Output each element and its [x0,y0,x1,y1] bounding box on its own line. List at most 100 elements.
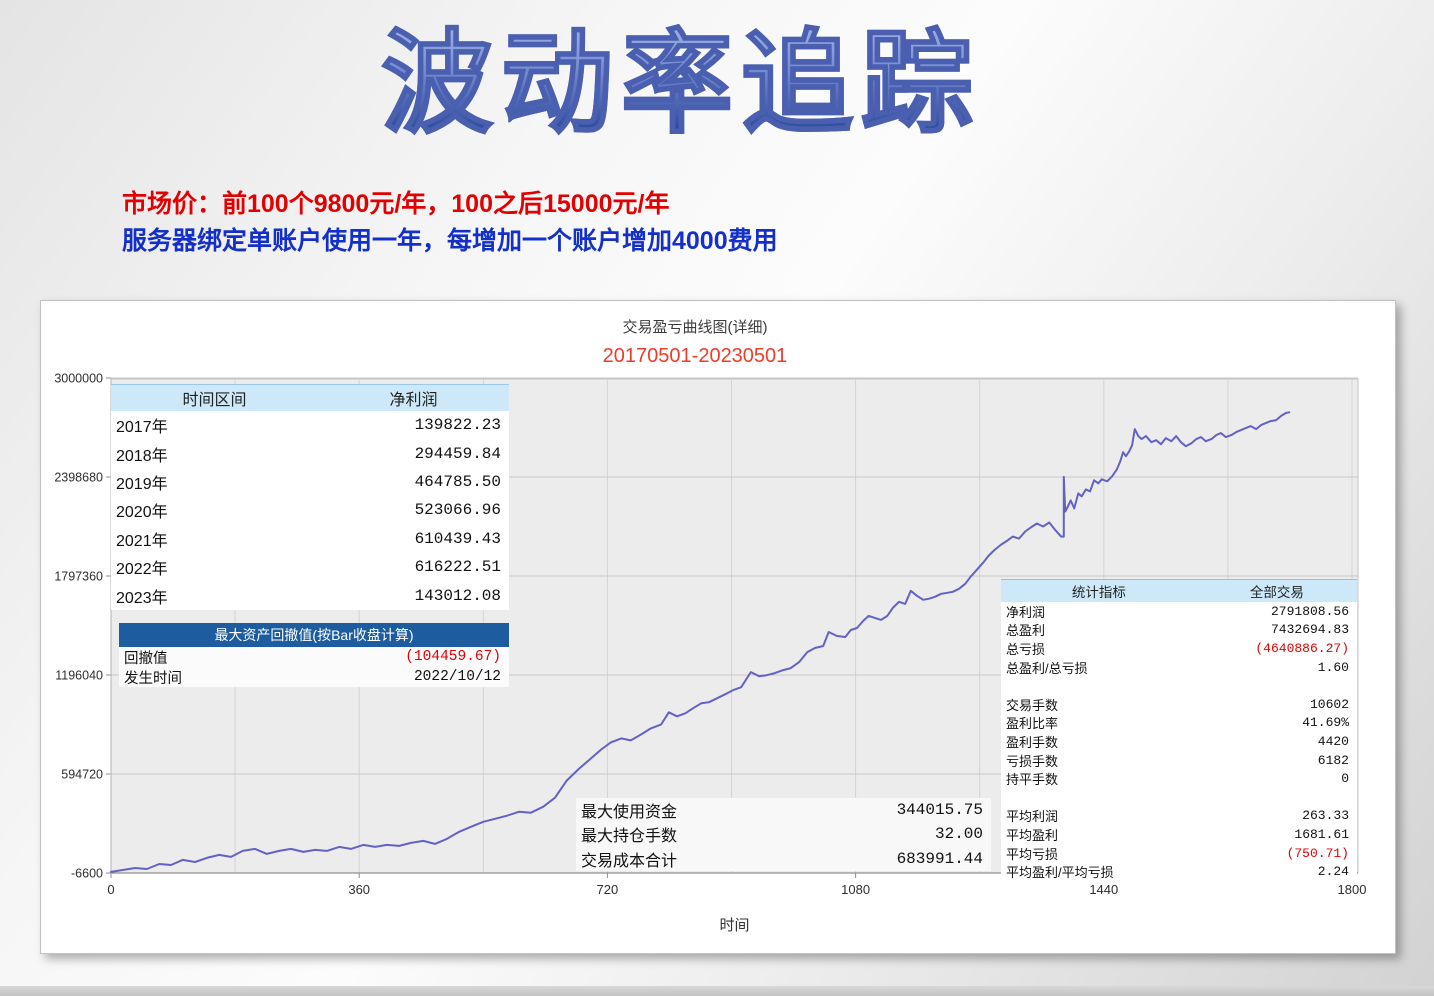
stat-label: 交易手数 [1006,697,1059,713]
drawdown-label: 发生时间 [124,670,182,687]
drawdown-table-header: 最大资产回撤值(按Bar收盘计算) [119,623,509,647]
y-tick-label: 594720 [61,768,103,782]
statistics-table: 统计指标 全部交易 净利润 2791808.56 总盈利 7432694.83 总亏损 (… [1001,579,1357,881]
year-net-profit-value: 523066.96 [414,501,501,520]
year-label: 2023年 [116,589,168,607]
stats-header-alltrades: 全部交易 [1249,585,1304,600]
y-tick-label: 2398680 [54,471,103,485]
table-row: 交易成本合计 683991.44 [576,846,991,871]
table-row: 总亏损 (4640886.27) [1001,639,1357,658]
stats-table-header: 统计指标 全部交易 [1001,579,1357,602]
x-tick-label: 1440 [1089,882,1118,897]
table-row: 2019年 464785.50 [111,467,509,497]
year-label: 2018年 [116,447,168,465]
chart-title: 交易盈亏曲线图(详细) [622,319,768,336]
capital-value: 683991.44 [896,849,983,868]
max-drawdown-table: 最大资产回撤值(按Bar收盘计算) 回撤值 (104459.67) 发生时间 2022… [119,623,509,687]
stat-label: 总盈利 [1006,623,1046,639]
slide-title: 波动率追踪 [0,14,1398,154]
stat-value: (4640886.27) [1255,640,1349,656]
stat-label: 平均盈利 [1006,827,1059,843]
y-tick-label: 1196040 [55,669,103,683]
stat-value: 10602 [1309,696,1349,712]
stat-value: 0 [1341,771,1349,787]
table-row: 2020年 523066.96 [111,496,509,525]
drawdown-value: 2022/10/12 [413,669,501,685]
stat-value: 7432694.83 [1270,622,1349,638]
stat-value: (750.71) [1286,845,1349,861]
capital-value: 344015.75 [896,801,983,820]
table-row: 交易手数 10602 [1001,694,1357,714]
stat-value: 41.69% [1302,715,1349,731]
year-label: 2020年 [116,504,168,522]
table-row: 亏损手数 6182 [1001,750,1357,770]
stats-header-indicator: 统计指标 [1071,585,1126,600]
table-row: 平均利润 263.33 [1001,806,1357,826]
yearly-table-header: 时间区间 净利润 [111,384,509,411]
table-row: 平均盈利 1681.61 [1001,825,1357,844]
x-axis-title: 时间 [719,917,750,934]
stat-label: 平均盈利/平均亏损 [1006,865,1114,881]
stat-label: 总盈利/总亏损 [1006,660,1088,676]
equity-curve [110,411,1291,873]
table-row: 回撤值 (104459.67) [119,647,509,667]
stat-label: 平均利润 [1006,809,1059,825]
table-row: 持平手数 0 [1001,769,1357,788]
x-tick-label: 360 [348,882,370,897]
yearly-table-header-netprofit: 净利润 [389,392,438,409]
year-label: 2022年 [116,561,168,579]
capital-label: 最大持仓手数 [581,828,678,846]
table-row: 平均盈利/平均亏损 2.24 [1001,862,1357,881]
drawdown-label: 回撤值 [124,650,168,667]
year-net-profit-value: 294459.84 [414,444,501,463]
y-tick-label: -6600 [71,867,103,881]
table-row: 最大持仓手数 32.00 [576,822,991,847]
x-tick-label: 1800 [1338,882,1367,897]
table-row: 平均亏损 (750.71) [1001,843,1357,863]
year-label: 2017年 [116,419,168,437]
year-net-profit-value: 610439.43 [414,529,501,548]
table-row: 最大使用资金 344015.75 [576,798,991,823]
year-label: 2021年 [116,532,168,550]
stat-value: 6182 [1317,752,1349,768]
stat-value: 1.60 [1317,659,1349,675]
table-row: 净利润 2791808.56 [1001,602,1357,621]
capital-usage-table: 最大使用资金 344015.75 最大持仓手数 32.00 交易成本合计 683991.4… [576,798,991,871]
yearly-table-header-period: 时间区间 [182,392,247,409]
year-label: 2019年 [116,475,168,493]
server-text: 服务器绑定单账户使用一年，每增加一个账户增加4000费用 [122,227,778,255]
stat-label: 净利润 [1006,604,1046,620]
table-row: 盈利比率 41.69% [1001,713,1357,733]
stats-group-gap [1001,787,1357,807]
stat-label: 盈利手数 [1006,734,1059,750]
stat-label: 盈利比率 [1006,716,1059,732]
stat-value: 2791808.56 [1270,603,1349,619]
table-row: 2018年 294459.84 [111,439,509,468]
table-row: 2017年 139822.23 [111,411,509,440]
stat-label: 平均亏损 [1006,846,1059,862]
table-row: 总盈利 7432694.83 [1001,620,1357,640]
y-tick-label: 3000000 [54,372,103,386]
stat-label: 亏损手数 [1006,753,1059,769]
stats-group-gap [1001,676,1357,695]
stat-value: 1681.61 [1294,826,1349,842]
yearly-net-profit-table: 时间区间 净利润 2017年 139822.23 2018年 294459.84 201… [111,384,509,610]
y-tick-label: 1797360 [54,570,103,584]
stat-value: 2.24 [1317,864,1349,880]
table-row: 2022年 616222.51 [111,552,509,582]
stat-label: 总亏损 [1006,641,1046,657]
chart-subtitle: 20170501-20230501 [602,345,788,367]
capital-value: 32.00 [934,825,983,844]
year-net-profit-value: 616222.51 [414,558,501,577]
x-tick-label: 1080 [841,882,870,897]
table-row: 总盈利/总亏损 1.60 [1001,657,1357,677]
year-net-profit-value: 139822.23 [414,416,501,435]
chart-panel: 3000000 2398680 1797360 1196040 594720 -6600 0… [40,300,1396,954]
year-net-profit-value: 464785.50 [414,472,501,491]
year-net-profit-value: 143012.08 [414,586,501,605]
slide-bottom-edge [0,986,1434,996]
stat-label: 持平手数 [1006,772,1059,788]
x-tick-label: 720 [597,882,619,897]
stat-value: 4420 [1317,733,1349,749]
